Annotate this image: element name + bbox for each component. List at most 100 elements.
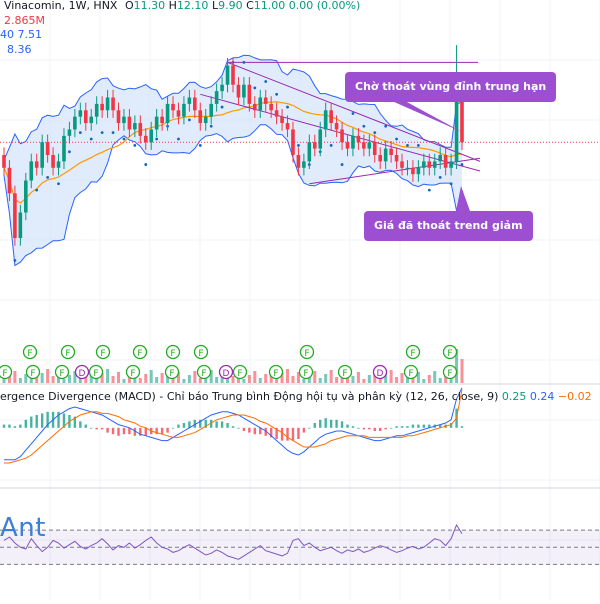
sar-dot xyxy=(242,60,246,64)
volume-bar xyxy=(171,376,175,383)
d-marker-label: D xyxy=(223,369,230,379)
candle-body xyxy=(171,103,175,111)
candle-body xyxy=(143,135,148,143)
signal-line xyxy=(4,389,463,464)
candle-body xyxy=(422,161,426,168)
sar-dot xyxy=(460,163,464,166)
macd-hist-bar xyxy=(35,415,38,428)
volume-bar xyxy=(247,375,251,383)
macd-hist-bar xyxy=(373,427,376,431)
volume-bar xyxy=(264,374,268,383)
volume-bar xyxy=(438,378,442,383)
macd-hist-bar xyxy=(231,426,235,428)
volume-bar xyxy=(460,359,464,383)
candle-body xyxy=(318,129,323,149)
top-annotation[interactable]: Chờ thoát vùng đỉnh trung hạn xyxy=(345,72,557,102)
volume-bar xyxy=(422,379,426,383)
macd-hist-bar xyxy=(253,427,257,435)
macd-value: 0.25 xyxy=(501,390,527,403)
sar-dot xyxy=(427,188,431,192)
candle-body xyxy=(78,110,83,117)
bottom-annotation-text: Giá đã thoát trend giảm xyxy=(374,219,523,232)
candle-body xyxy=(214,91,219,104)
candle-body xyxy=(460,91,464,143)
macd-hist-bar xyxy=(155,427,158,435)
sar-dot xyxy=(373,131,377,135)
candle-body xyxy=(432,161,437,168)
candle-body xyxy=(345,142,350,149)
candle-body xyxy=(29,161,34,181)
symbol-line: Vinacomin, 1W, HNX xyxy=(4,0,118,12)
f-marker xyxy=(403,364,419,380)
top-annotation-pointer xyxy=(392,101,462,132)
f-marker-label: F xyxy=(304,349,309,359)
candle-body xyxy=(133,123,137,130)
volume-bar xyxy=(367,375,371,383)
volume-bar xyxy=(389,370,393,383)
hist-value: −0.02 xyxy=(557,390,592,403)
candle-body xyxy=(51,155,55,168)
sar-dot xyxy=(351,112,355,115)
macd-hist-bar xyxy=(128,427,131,435)
macd-hist-bar xyxy=(275,427,278,439)
macd-hist-bar xyxy=(188,421,191,428)
macd-hist-bar xyxy=(139,427,142,436)
candle-body xyxy=(383,148,388,162)
volume-bar xyxy=(144,374,148,383)
volume-bar xyxy=(51,376,55,383)
f-marker-label: F xyxy=(447,369,452,379)
macd-hist-bar xyxy=(62,413,66,428)
macd-hist-bar xyxy=(428,424,431,428)
f-marker xyxy=(164,364,180,380)
bottom-annotation-pointer xyxy=(456,186,470,211)
macd-hist-bar xyxy=(100,427,104,430)
f-marker-label: F xyxy=(408,369,413,379)
macd-hist-bar xyxy=(324,418,327,428)
f-marker xyxy=(95,344,111,360)
macd-title: ergence Divergence (MACD) - Chỉ báo Trun… xyxy=(0,390,499,403)
d-marker-label: D xyxy=(377,369,384,379)
candle-body xyxy=(307,142,312,162)
sar-dot xyxy=(100,131,104,135)
f-marker xyxy=(165,344,181,360)
symbol-legend: Vinacomin, 1W, HNX O11.30 H12.10 L9.90 C… xyxy=(4,0,360,12)
macd-hist-bar xyxy=(30,416,33,428)
volume-bar xyxy=(149,370,153,383)
candle-body xyxy=(193,97,197,111)
sar-dot xyxy=(209,124,213,128)
volume-bar xyxy=(220,373,224,383)
f-marker xyxy=(22,344,38,360)
macd-hist-bar xyxy=(422,424,426,428)
candle-body xyxy=(334,123,339,130)
candle-body xyxy=(138,123,143,136)
candle-body xyxy=(280,116,284,124)
close-value: 11.00 xyxy=(253,0,286,12)
macd-hist-bar xyxy=(346,424,349,428)
volume-bar xyxy=(242,379,246,383)
sar-dot xyxy=(35,188,39,192)
candle-body xyxy=(340,129,344,143)
macd-hist-bar xyxy=(379,427,382,431)
macd-hist-bar xyxy=(368,427,371,430)
candle-body xyxy=(258,97,263,111)
bottom-annotation[interactable]: Giá đã thoát trend giảm xyxy=(364,211,533,241)
f-marker-label: F xyxy=(130,369,135,379)
sar-dot xyxy=(133,144,137,147)
candle-body xyxy=(62,135,66,162)
volume-bar xyxy=(373,371,377,383)
candle-body xyxy=(356,135,361,143)
volume-bar xyxy=(13,371,17,383)
volume-bar xyxy=(433,371,437,383)
macd-hist-bar xyxy=(242,427,246,431)
candle-body xyxy=(187,97,192,104)
candle-body xyxy=(312,142,317,149)
candle-body xyxy=(427,161,432,168)
sar-dot xyxy=(286,105,289,109)
volume-bar xyxy=(122,379,126,383)
macd-hist-bar xyxy=(335,419,338,428)
candle-body xyxy=(378,155,383,162)
f-marker xyxy=(405,344,421,360)
volume-bar xyxy=(40,373,44,383)
macd-hist-bar xyxy=(291,427,295,441)
